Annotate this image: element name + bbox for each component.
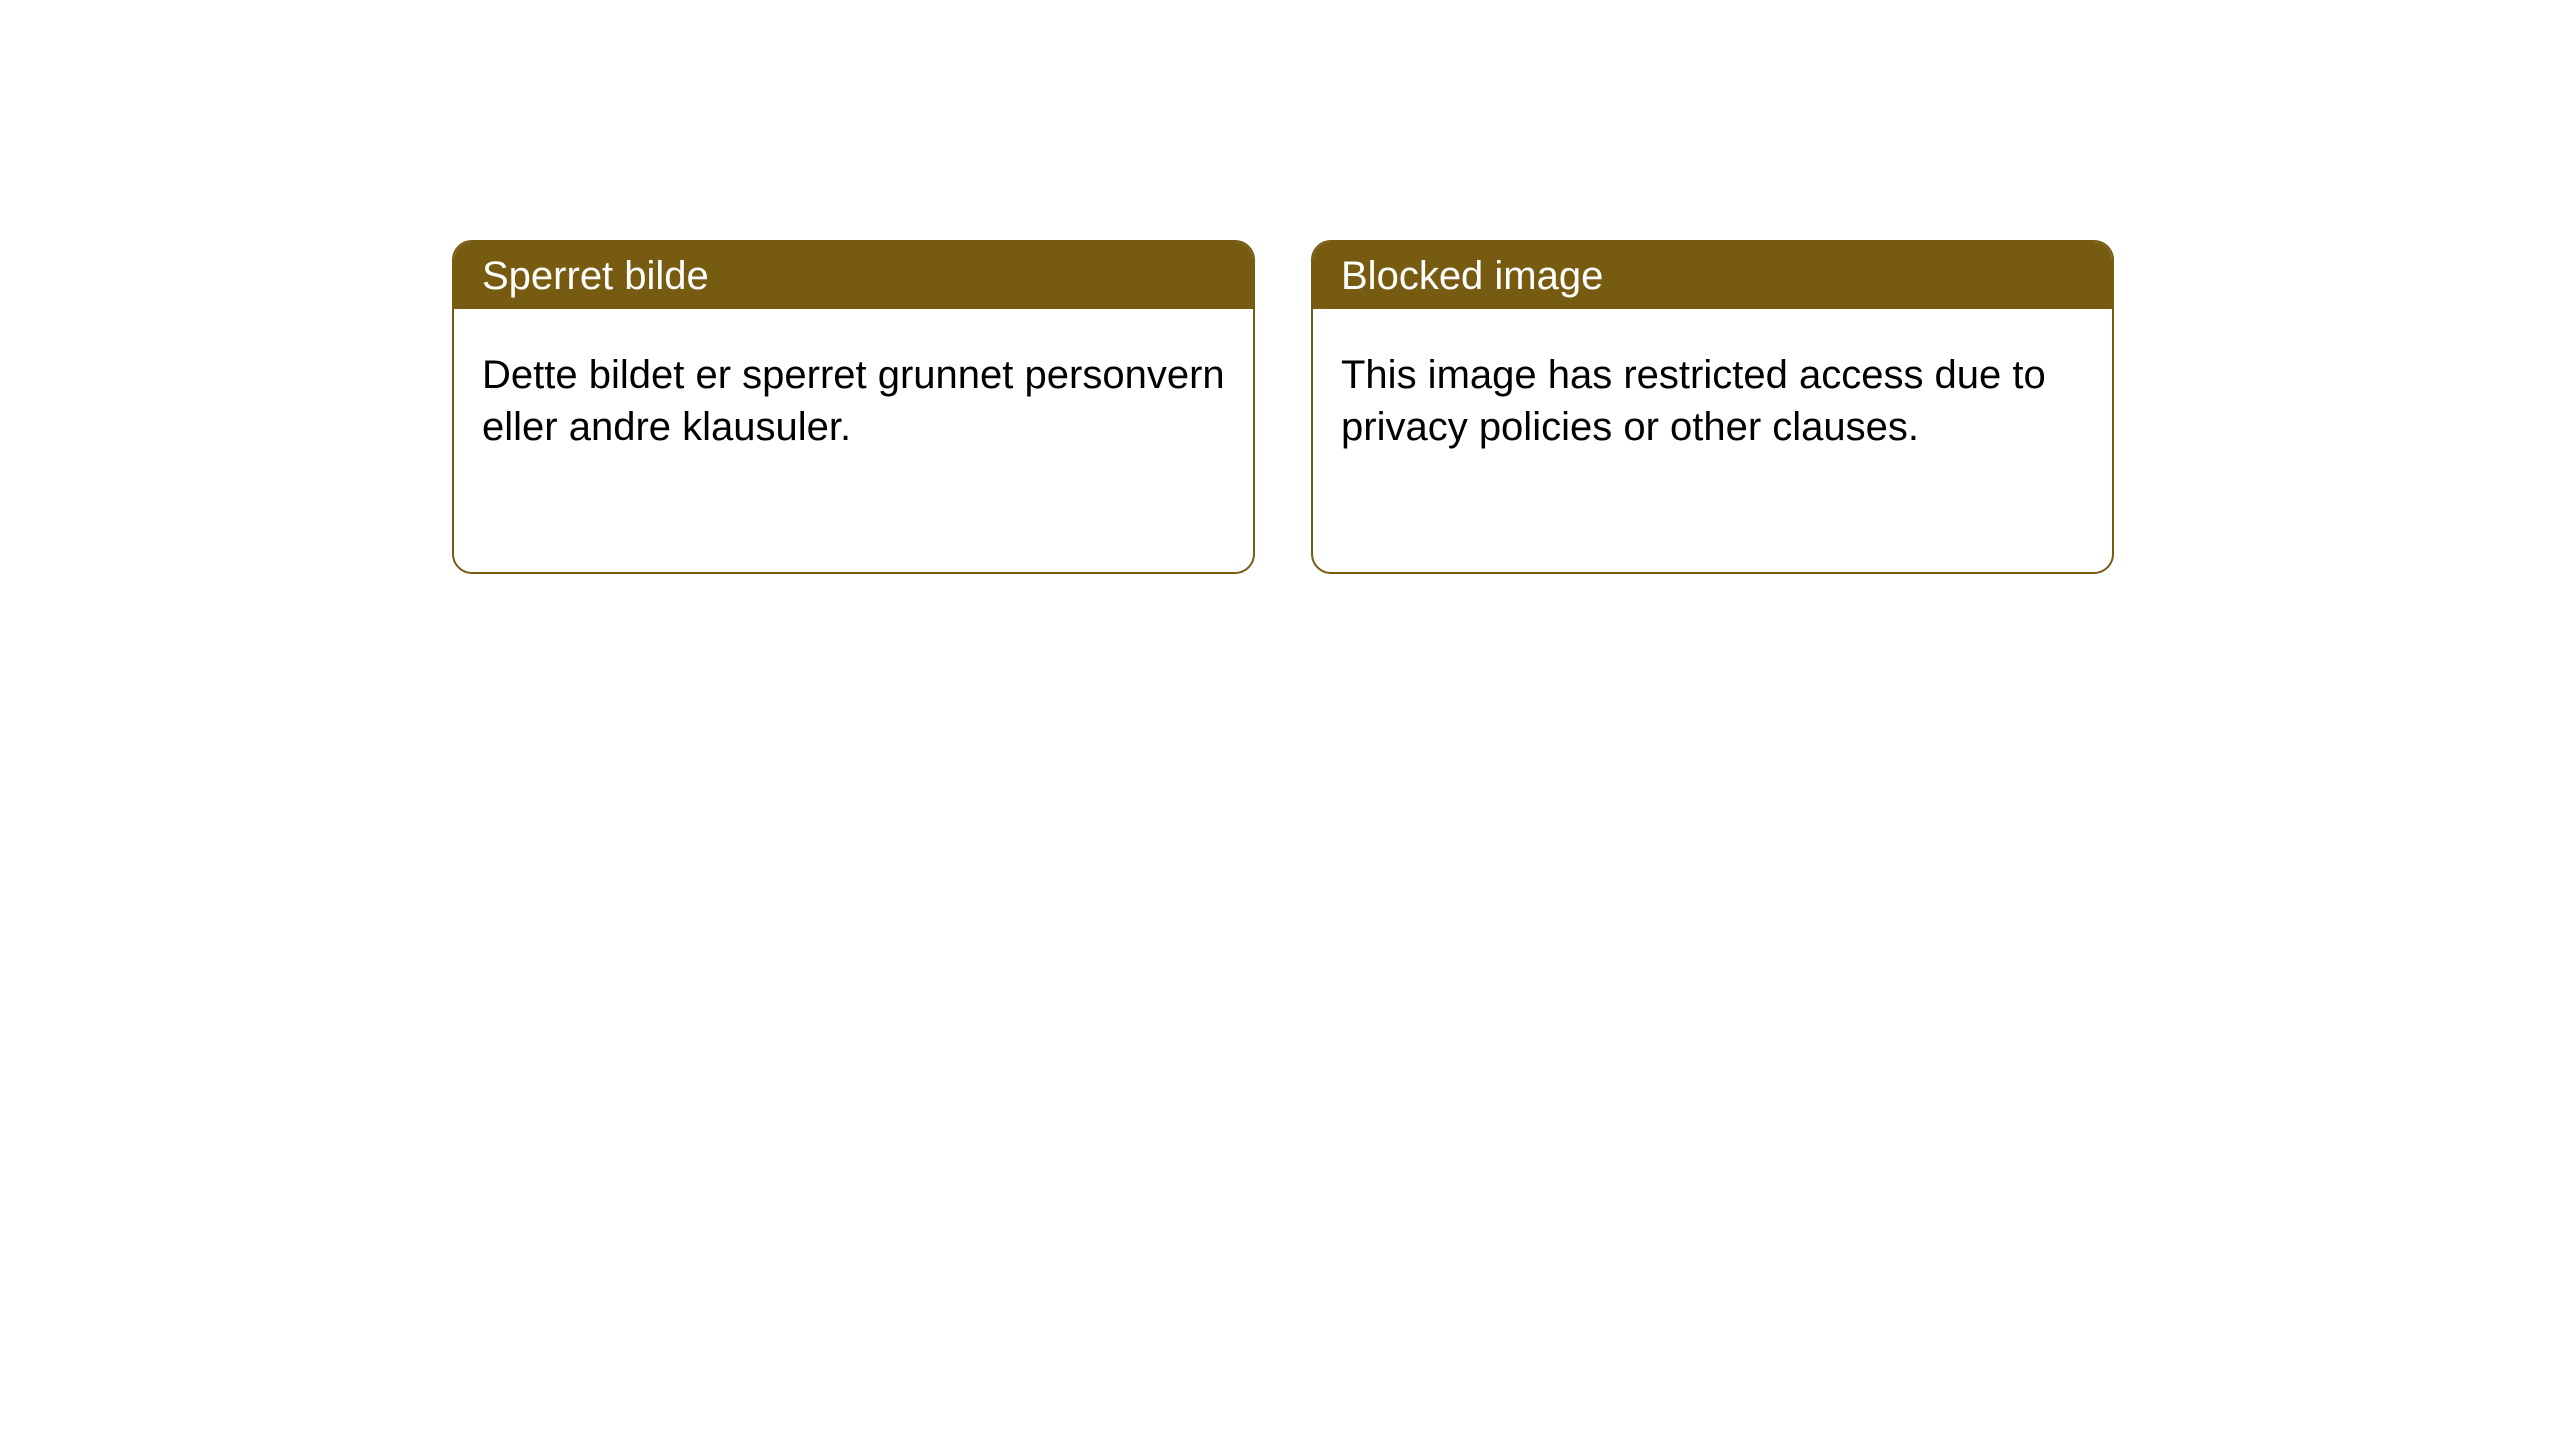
card-body-english: This image has restricted access due to …	[1313, 309, 2112, 481]
notice-container: Sperret bilde Dette bildet er sperret gr…	[0, 0, 2560, 574]
blocked-image-card-english: Blocked image This image has restricted …	[1311, 240, 2114, 574]
card-header-english: Blocked image	[1313, 242, 2112, 309]
blocked-image-card-norwegian: Sperret bilde Dette bildet er sperret gr…	[452, 240, 1255, 574]
card-body-norwegian: Dette bildet er sperret grunnet personve…	[454, 309, 1253, 481]
card-header-norwegian: Sperret bilde	[454, 242, 1253, 309]
